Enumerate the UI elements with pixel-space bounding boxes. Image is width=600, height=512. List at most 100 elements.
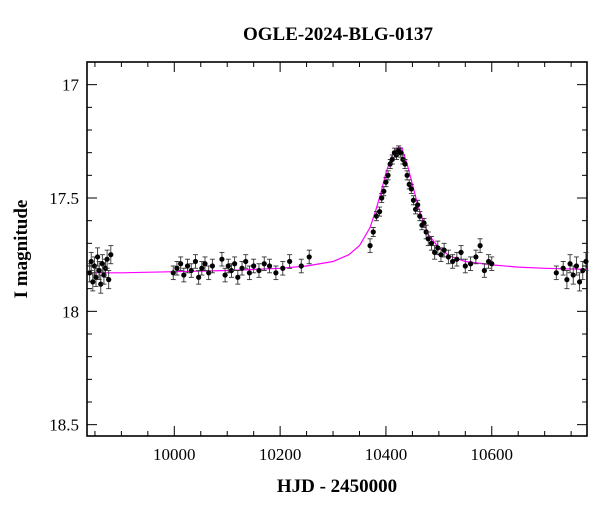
data-point: [379, 195, 385, 201]
x-tick-label: 10400: [365, 445, 408, 464]
x-axis: 10000 10200 10400 10600: [94, 62, 572, 464]
data-point: [402, 161, 408, 167]
model-layer: [87, 146, 588, 274]
data-point: [228, 267, 235, 274]
data-point: [417, 213, 423, 219]
data-point: [266, 263, 273, 269]
data-point: [192, 258, 199, 265]
data-point: [564, 277, 570, 283]
y-axis: 17 17.5 18 18.5: [49, 76, 587, 435]
data-point: [170, 270, 176, 276]
y-tick-label: 17: [62, 76, 80, 95]
data-point: [583, 258, 589, 265]
y-tick-label: 18: [62, 302, 79, 321]
data-point: [184, 263, 191, 269]
data-point: [570, 272, 576, 278]
y-axis-label: I magnitude: [11, 200, 32, 299]
chart-title: OGLE-2024-BLG-0137: [243, 24, 434, 45]
data-point: [553, 270, 559, 276]
x-axis-label: HJD - 2450000: [277, 476, 397, 497]
data-point: [367, 243, 373, 249]
model-curve: [87, 146, 588, 274]
data-point: [408, 186, 414, 192]
x-tick-label: 10600: [471, 445, 514, 464]
data-point: [435, 245, 441, 251]
data-point: [88, 258, 94, 265]
data-point: [373, 213, 380, 219]
data-point: [246, 270, 253, 276]
data-point: [458, 249, 464, 255]
data-point: [573, 263, 580, 269]
data-point: [410, 197, 417, 203]
data-point: [251, 263, 257, 269]
data-point: [370, 229, 376, 235]
data-point: [454, 256, 460, 262]
data-point: [209, 263, 215, 269]
data-point: [481, 267, 487, 274]
data-point: [287, 258, 293, 265]
data-point: [106, 277, 112, 283]
data-point: [376, 209, 383, 215]
plot-frame: [86, 61, 588, 437]
x-tick-label: 10200: [259, 445, 302, 464]
data-point: [576, 279, 583, 285]
data-point: [462, 263, 468, 269]
data-point: [108, 252, 114, 258]
data-point: [174, 265, 180, 271]
data-point: [273, 270, 279, 276]
data-point: [389, 156, 395, 163]
data-point: [239, 265, 245, 271]
data-point: [87, 270, 93, 276]
data-point: [232, 261, 238, 267]
data-point: [441, 247, 447, 253]
data-point: [432, 249, 438, 255]
data-point: [385, 172, 391, 178]
data-point: [425, 236, 431, 242]
data-point: [438, 252, 444, 258]
data-point: [404, 172, 410, 178]
data-point: [489, 261, 495, 267]
data-point: [93, 274, 99, 280]
data-point: [567, 261, 573, 267]
data-point: [398, 150, 404, 156]
data-point: [415, 202, 421, 208]
x-tick-label: 10000: [153, 445, 196, 464]
data-point: [580, 267, 586, 274]
data-point: [196, 274, 202, 280]
data-point: [96, 267, 102, 274]
data-point: [225, 263, 231, 269]
data-point: [98, 281, 104, 287]
data-point: [428, 240, 435, 246]
data-point: [94, 254, 101, 260]
data-point: [178, 261, 184, 267]
data-point: [199, 265, 205, 271]
y-tick-label: 17.5: [49, 189, 79, 208]
data-point: [206, 270, 212, 276]
data-point: [477, 243, 483, 249]
data-point: [381, 188, 387, 194]
data-points-layer: [87, 145, 589, 294]
data-point: [202, 261, 208, 267]
y-tick-label: 18.5: [49, 416, 79, 435]
data-point: [560, 265, 566, 271]
data-point: [104, 256, 110, 262]
data-point: [90, 279, 96, 285]
data-point: [450, 258, 456, 265]
data-point: [261, 261, 267, 267]
data-point: [467, 261, 474, 267]
data-point: [298, 263, 304, 269]
data-point: [383, 179, 389, 185]
data-point: [445, 254, 451, 260]
data-point: [235, 274, 241, 280]
data-point: [473, 254, 479, 260]
data-point: [256, 267, 262, 274]
data-point: [181, 272, 187, 278]
data-point: [306, 254, 312, 260]
data-point: [99, 261, 105, 267]
data-point: [222, 272, 228, 278]
data-point: [280, 265, 286, 271]
data-point: [219, 256, 225, 262]
data-point: [421, 220, 427, 226]
